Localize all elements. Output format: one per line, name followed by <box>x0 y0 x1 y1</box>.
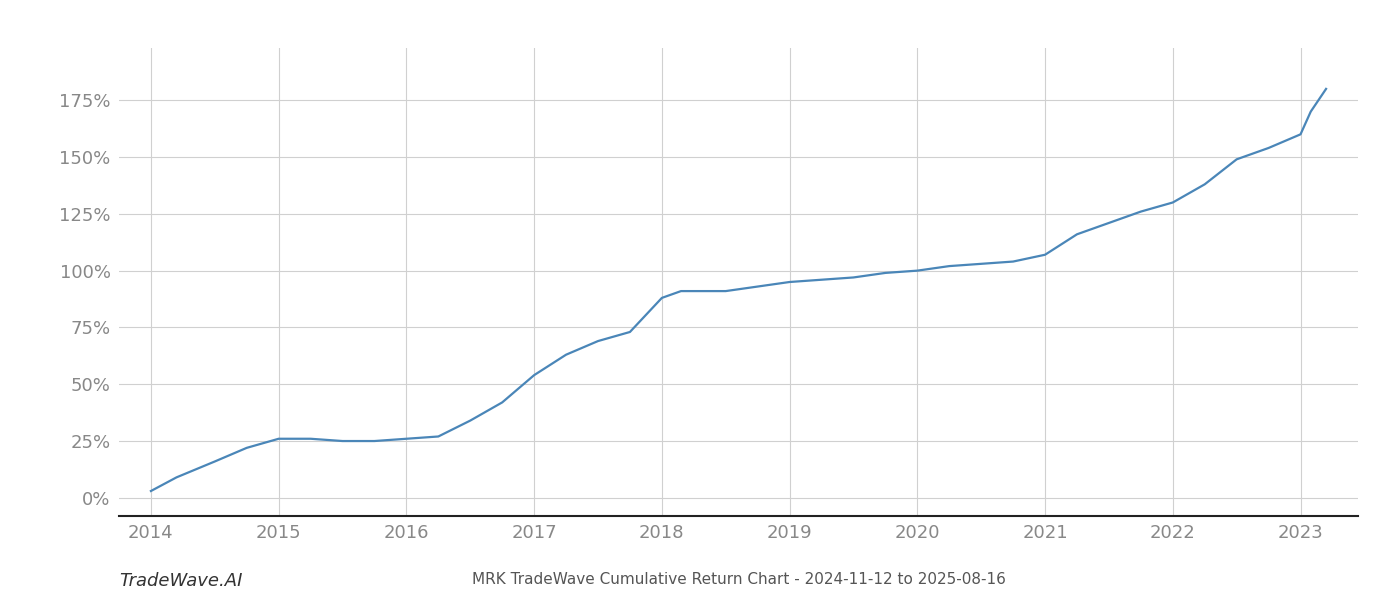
Text: MRK TradeWave Cumulative Return Chart - 2024-11-12 to 2025-08-16: MRK TradeWave Cumulative Return Chart - … <box>472 572 1005 587</box>
Text: TradeWave.AI: TradeWave.AI <box>119 572 242 590</box>
